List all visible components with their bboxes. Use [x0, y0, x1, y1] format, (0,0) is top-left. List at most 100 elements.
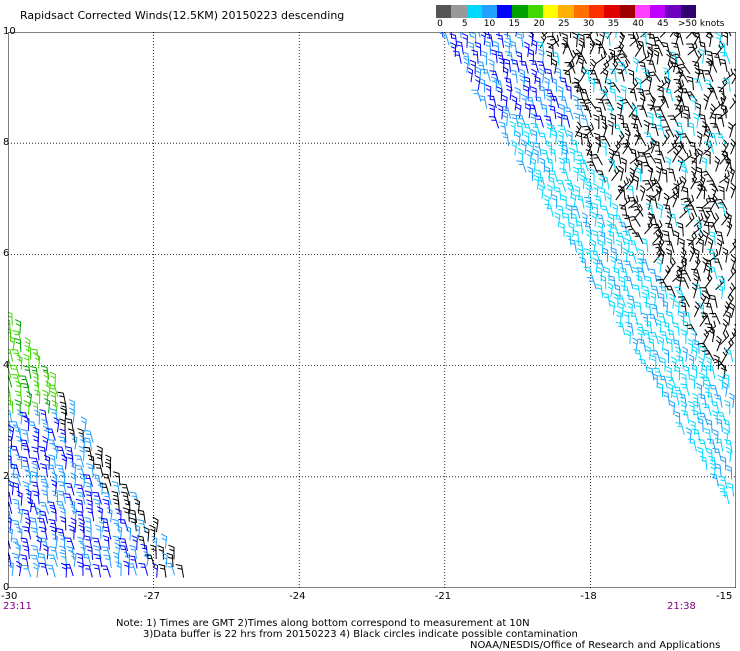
wind-barb — [626, 251, 637, 264]
wind-barb — [137, 519, 146, 533]
wind-barb — [66, 453, 74, 468]
wind-barb — [693, 112, 700, 128]
wind-barb — [705, 61, 718, 73]
wind-barb — [38, 501, 50, 515]
wind-barb — [137, 509, 146, 524]
wind-barb — [650, 285, 660, 299]
wind-barb — [43, 370, 50, 387]
wind-barb — [619, 176, 630, 191]
wind-barb — [30, 554, 41, 568]
wind-barb — [510, 113, 519, 128]
wind-barb — [638, 358, 648, 372]
wind-barb — [40, 463, 48, 478]
colorbar-label: 40 — [632, 19, 644, 29]
wind-barb — [649, 32, 651, 40]
wind-barb — [101, 546, 112, 559]
wind-barb — [721, 210, 730, 226]
wind-barb — [8, 526, 14, 542]
wind-barb — [675, 346, 682, 362]
wind-barb — [725, 337, 734, 353]
wind-barb — [545, 50, 553, 66]
wind-barb — [95, 453, 104, 468]
wind-barb — [693, 256, 701, 272]
wind-barb — [707, 197, 720, 209]
wind-barb — [583, 33, 595, 46]
wind-barb — [654, 150, 666, 163]
wind-barb — [615, 321, 626, 336]
wind-barb — [59, 418, 66, 434]
wind-barb — [632, 337, 639, 353]
wind-barb — [166, 552, 174, 568]
wind-barb — [637, 105, 648, 118]
colorbar-swatch — [527, 5, 544, 18]
wind-barb — [698, 356, 704, 372]
wind-barb — [559, 168, 569, 182]
wind-barb — [540, 103, 548, 118]
wind-barb — [714, 463, 722, 478]
wind-barb — [643, 119, 650, 136]
wind-barb — [10, 473, 22, 486]
wind-barb — [86, 463, 94, 478]
colorbar-swatch — [634, 5, 651, 18]
wind-barb — [143, 550, 150, 567]
wind-barb — [160, 533, 168, 549]
wind-barb — [85, 507, 95, 522]
wind-barb — [579, 88, 590, 102]
wind-barb — [530, 68, 537, 84]
wind-barb — [685, 212, 695, 228]
wind-barb — [498, 121, 507, 136]
wind-barb — [58, 436, 67, 450]
wind-barb — [638, 50, 650, 64]
wind-barb — [32, 562, 39, 578]
wind-barb — [675, 32, 680, 39]
wind-barb — [693, 301, 701, 318]
wind-barb — [112, 498, 120, 513]
wind-barb — [562, 38, 568, 55]
wind-barb — [664, 59, 674, 75]
wind-barb — [704, 302, 714, 316]
y-tick-label: 10 — [3, 26, 16, 37]
wind-barb — [618, 221, 628, 235]
wind-barb — [546, 184, 553, 200]
wind-barb — [694, 102, 702, 118]
wind-barb — [658, 335, 665, 352]
wind-barb — [717, 105, 728, 120]
wind-barb — [602, 121, 608, 138]
wind-barb — [647, 213, 658, 227]
wind-barb — [551, 58, 558, 74]
wind-barb — [548, 147, 557, 163]
colorbar-label: 25 — [558, 19, 570, 29]
wind-barb — [719, 455, 727, 471]
wind-barb — [24, 517, 31, 533]
wind-barb — [165, 562, 176, 576]
wind-barb — [635, 323, 645, 337]
wind-barb — [590, 153, 603, 166]
wind-barb — [696, 68, 706, 82]
wind-barb — [692, 400, 702, 415]
wind-barb — [100, 565, 111, 578]
wind-barb — [699, 455, 708, 471]
wind-barb — [8, 435, 13, 450]
wind-barb — [680, 409, 690, 424]
wind-barb — [657, 230, 664, 246]
wind-barb — [59, 401, 68, 416]
wind-barb — [681, 319, 689, 335]
wind-barb — [632, 266, 640, 282]
wind-barb — [663, 88, 674, 102]
wind-barb — [575, 220, 584, 235]
wind-barb — [634, 166, 642, 182]
wind-barb — [623, 276, 634, 290]
wind-barb — [509, 40, 518, 55]
wind-barb — [134, 524, 141, 540]
wind-barb — [703, 427, 712, 443]
wind-barb — [667, 257, 676, 273]
wind-barb — [16, 490, 23, 506]
wind-barb — [619, 98, 634, 110]
wind-barb — [605, 192, 612, 208]
wind-barb — [152, 516, 159, 533]
wind-barb — [530, 86, 538, 101]
wind-barb — [74, 465, 86, 478]
wind-barb — [723, 427, 730, 443]
wind-barb — [691, 428, 701, 443]
wind-barb — [81, 553, 92, 567]
